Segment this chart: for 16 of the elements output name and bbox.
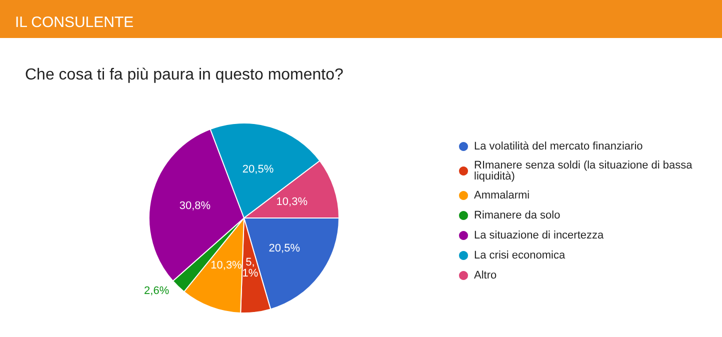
data-label: 20,5% — [268, 242, 300, 254]
legend-label: La volatilità del mercato finanziario — [474, 140, 643, 152]
legend-label: Altro — [474, 270, 497, 282]
data-label: 10,3% — [276, 196, 308, 208]
chart-subtitle: Che cosa ti fa più paura in questo momento? — [25, 66, 344, 84]
data-label: 2,6% — [144, 284, 170, 297]
chart-title: IL CONSULENTE — [15, 14, 134, 31]
legend-label: Ammalarmi — [474, 190, 530, 202]
legend-label: La crisi economica — [474, 250, 566, 262]
legend-label: Rimanere da solo — [474, 210, 560, 222]
legend-label: RImanere senza soldi (la situazione di bassa liquidità) — [474, 160, 696, 182]
data-label: 10,3% — [210, 259, 242, 272]
data-label: 30,8% — [179, 200, 211, 212]
legend-label: La situazione di incertezza — [474, 230, 605, 242]
data-label: 20,5% — [242, 163, 274, 176]
data-label: 5,1% — [242, 256, 258, 280]
